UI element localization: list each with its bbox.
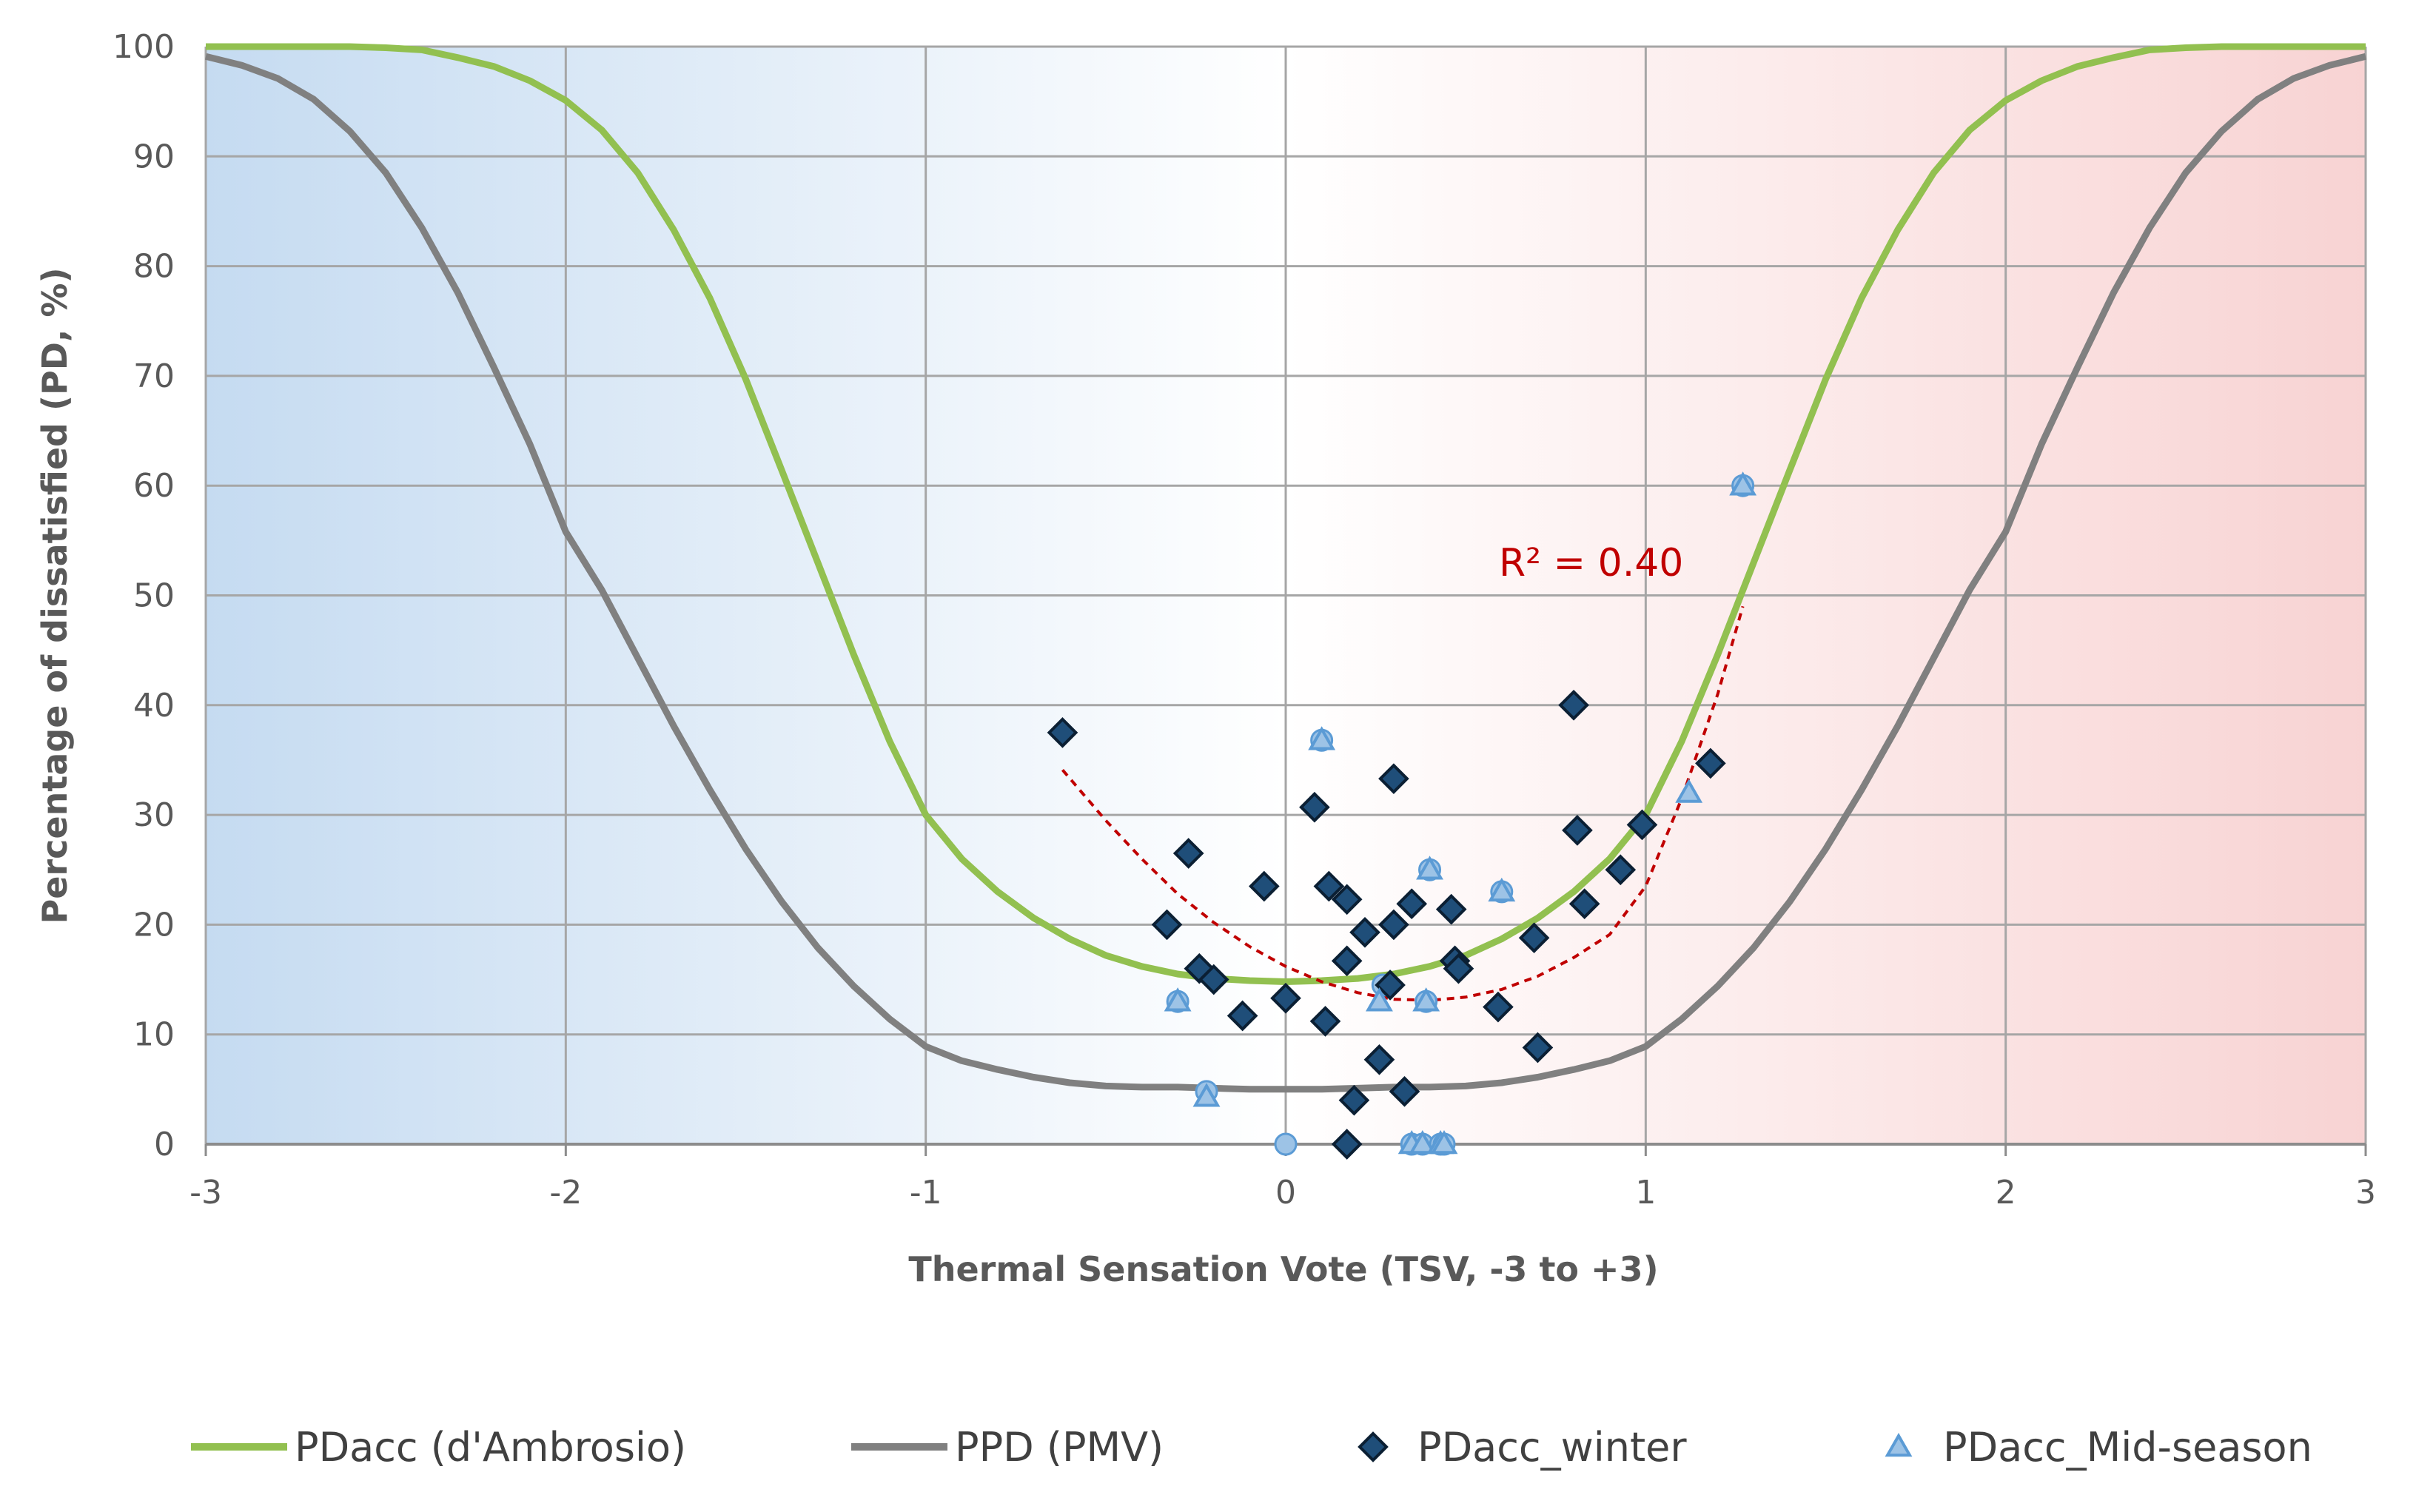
winter-point	[1522, 1032, 1554, 1064]
winter-point	[1518, 922, 1550, 954]
x-axis-title: Thermal Sensation Vote (TSV, -3 to +3)	[908, 1249, 1658, 1289]
legend-label-pdacc-winter: PDacc_winter	[1417, 1424, 1687, 1471]
midseason-point	[1416, 856, 1443, 880]
winter-point	[1558, 689, 1589, 721]
lines-group	[204, 43, 2367, 1093]
winter-point	[1562, 815, 1593, 846]
midseason-point	[1729, 471, 1757, 496]
gridlines-group	[204, 45, 2367, 1156]
midseason-point	[1430, 1129, 1458, 1155]
winter-point	[1568, 888, 1600, 920]
legend-label-pdacc-d-ambrosio: PDacc (d'Ambrosio)	[295, 1424, 686, 1471]
y-tick-label: 100	[113, 28, 175, 66]
winter-point	[1151, 909, 1183, 941]
tick-labels-group: 0 10 20 30 40 50 60 70 80 90 100 -3 -2 -1 0 1 2 3	[113, 28, 2376, 1212]
y-tick-label: 40	[133, 687, 175, 725]
legend-label-pdacc-mid-season: PDacc_Mid-season	[1943, 1424, 2312, 1471]
winter-point	[1605, 854, 1637, 886]
midseason-point	[1675, 779, 1703, 803]
winter-point	[1331, 884, 1363, 915]
y-tick-label: 90	[133, 138, 175, 175]
x-tick-label: -2	[549, 1174, 582, 1212]
x-tick-label: 1	[1635, 1174, 1656, 1212]
winter-point	[1172, 838, 1204, 869]
midseason-point	[1412, 987, 1440, 1012]
midseason-circle-point	[1274, 1132, 1298, 1156]
winter-point	[1248, 870, 1280, 902]
midseason-point	[1164, 987, 1192, 1012]
y-tick-label: 80	[133, 248, 175, 286]
winter-point	[1331, 945, 1363, 977]
winter-point	[1047, 717, 1078, 748]
winter-point	[1375, 970, 1406, 1001]
winter-point	[1626, 809, 1658, 841]
winter-point	[1378, 909, 1409, 941]
y-tick-label: 20	[133, 906, 175, 944]
winter-point	[1695, 747, 1726, 779]
winter-point	[1309, 1006, 1341, 1037]
y-tick-label: 60	[133, 467, 175, 505]
winter-point	[1227, 1000, 1258, 1032]
midseason-point	[1192, 1083, 1221, 1107]
legend-swatch-pdacc-winter	[1358, 1431, 1389, 1462]
x-tick-label: 3	[2355, 1174, 2376, 1212]
y-tick-label: 50	[133, 577, 175, 615]
y-tick-label: 30	[133, 796, 175, 834]
winter-point	[1396, 888, 1428, 920]
midseason-point	[1308, 726, 1336, 750]
legend-label-ppd-pmv: PPD (PMV)	[955, 1424, 1164, 1471]
y-tick-label: 70	[133, 357, 175, 395]
winter-point	[1313, 870, 1345, 902]
winter-point	[1483, 991, 1514, 1023]
winter-point	[1270, 982, 1301, 1014]
legend: PDacc (d'Ambrosio) PPD (PMV) PDacc_winter P…	[191, 1424, 2312, 1471]
winter-point	[1198, 964, 1229, 995]
winter-point	[1435, 893, 1467, 925]
x-tick-label: 2	[1996, 1174, 2016, 1212]
r-squared-annotation: R² = 0.40	[1499, 541, 1683, 585]
y-axis-title: Percentage of dissatisfied (PD, %)	[35, 267, 75, 924]
winter-point	[1363, 1044, 1395, 1075]
winter-point	[1389, 1075, 1420, 1107]
winter-point	[1349, 916, 1380, 948]
winter-point	[1331, 1129, 1363, 1160]
midseason-point	[1488, 877, 1516, 902]
winter-point	[1338, 1084, 1370, 1116]
ppd-pmv-line	[204, 53, 2367, 1093]
y-tick-label: 0	[154, 1126, 175, 1163]
winter-point	[1299, 791, 1330, 823]
winter-point	[1443, 952, 1474, 984]
y-tick-label: 10	[133, 1016, 175, 1054]
x-tick-label: 0	[1275, 1174, 1296, 1212]
x-tick-label: -1	[910, 1174, 942, 1212]
winter-point	[1378, 763, 1409, 794]
legend-swatch-pdacc-mid-season	[1885, 1432, 1913, 1457]
trendline	[1061, 605, 1745, 1002]
midseason-point	[1366, 987, 1393, 1012]
pdacc-dambrosio-line	[206, 43, 2366, 985]
midseason-point	[1409, 1129, 1437, 1155]
x-tick-label: -3	[189, 1174, 222, 1212]
points-group	[1047, 471, 1757, 1160]
